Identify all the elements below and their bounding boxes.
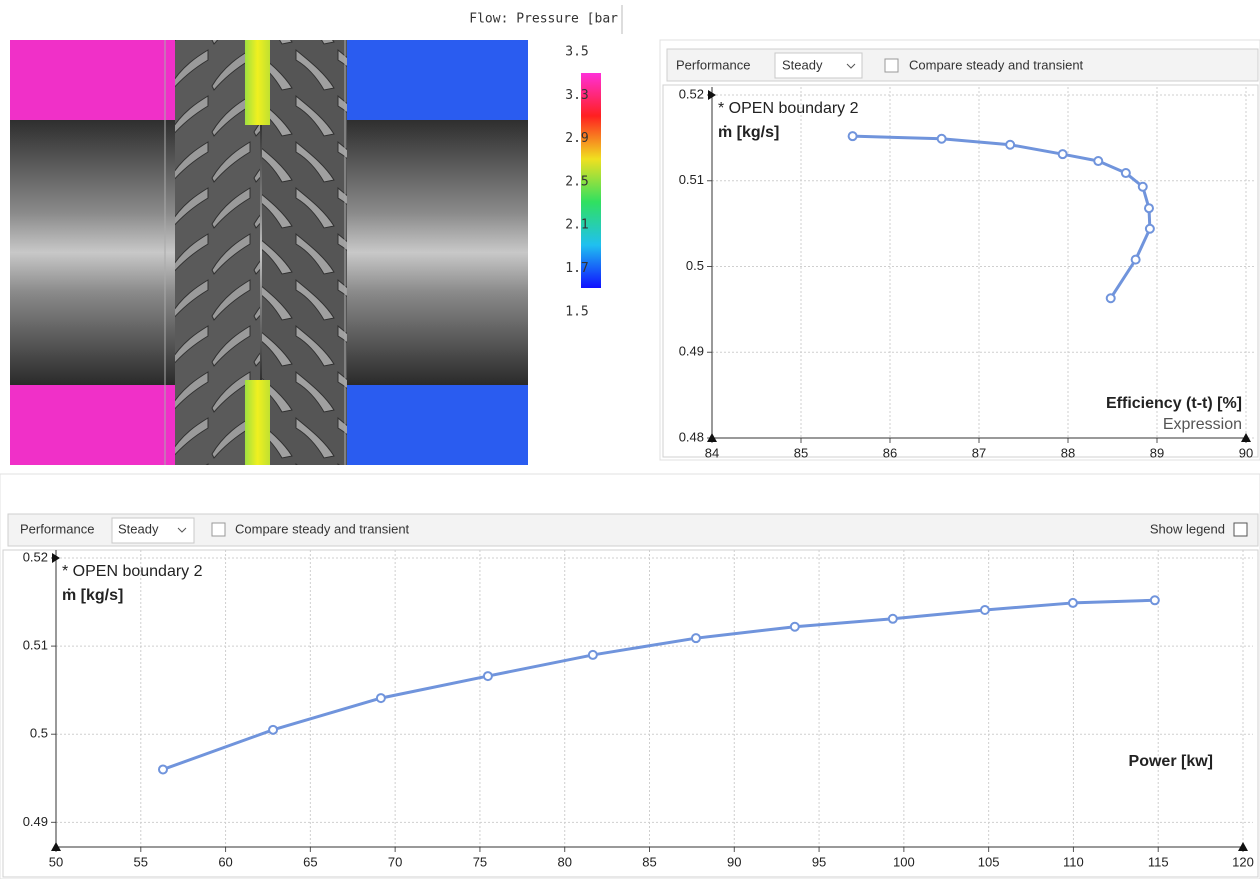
data-point [889,615,897,623]
y-subtitle: * OPEN boundary 2 [718,100,859,117]
mode-value: Steady [782,57,823,72]
render-title: Flow: Pressure [bar [469,12,618,27]
data-point [981,606,989,614]
compare-checkbox[interactable] [885,59,898,72]
plot-area [3,550,1258,877]
x-tick-label: 60 [218,854,232,869]
data-point [1069,599,1077,607]
legend-label: Show legend [1150,521,1225,536]
mode-value: Steady [118,521,159,536]
x-tick-label: 84 [705,445,719,460]
x-tick-label: 110 [1063,854,1084,869]
data-point [1094,157,1102,165]
y-axis-label: ṁ [kg/s] [62,587,123,604]
x-axis-label: Efficiency (t-t) [%] [1106,395,1242,412]
colorbar-label: 1.7 [565,261,588,276]
colorbar-label: 3.5 [565,45,588,60]
data-point [1139,183,1147,191]
x-tick-label: 75 [473,854,487,869]
y-tick-label: 0.51 [23,638,48,653]
colorbar-label: 2.9 [565,131,588,146]
data-point [1059,150,1067,158]
data-point [1145,204,1153,212]
toolbar-label: Performance [20,521,94,536]
cfd-render [10,40,528,465]
data-point [692,634,700,642]
y-tick-label: 0.49 [679,344,704,359]
y-tick-label: 0.5 [30,726,48,741]
toolbar-label: Performance [676,57,750,72]
x-axis-note: Expression [1163,416,1242,433]
x-tick-label: 55 [134,854,148,869]
data-point [1006,141,1014,149]
colorbar-label: 1.5 [565,304,588,319]
x-tick-label: 100 [893,854,915,869]
data-point [484,672,492,680]
data-point [589,651,597,659]
compare-checkbox[interactable] [212,523,225,536]
compare-label: Compare steady and transient [909,57,1084,72]
data-point [1132,256,1140,264]
x-axis-label: Power [kw] [1129,753,1213,770]
x-tick-label: 115 [1148,854,1169,869]
y-subtitle: * OPEN boundary 2 [62,563,203,580]
x-tick-label: 95 [812,854,826,869]
page: Flow: Pressure [bar Performance Steady C… [0,0,1260,879]
x-tick-label: 120 [1232,854,1254,869]
x-tick-label: 85 [642,854,656,869]
y-tick-label: 0.52 [23,549,48,564]
y-tick-label: 0.52 [679,86,704,101]
colorbar-label: 3.3 [565,88,588,103]
y-tick-label: 0.48 [679,429,704,444]
data-point [1151,596,1159,604]
colorbar-label: 2.5 [565,174,588,189]
data-point [938,135,946,143]
data-point [1122,169,1130,177]
data-point [377,694,385,702]
data-point [159,765,167,773]
x-tick-label: 90 [1239,445,1253,460]
colorbar-label: 2.1 [565,218,588,233]
x-tick-label: 80 [557,854,571,869]
compare-label: Compare steady and transient [235,521,410,536]
x-tick-label: 50 [49,854,63,869]
legend-checkbox[interactable] [1234,523,1247,536]
data-point [791,623,799,631]
x-tick-label: 87 [972,445,986,460]
x-tick-label: 90 [727,854,741,869]
x-tick-label: 85 [794,445,808,460]
y-tick-label: 0.51 [679,172,704,187]
data-point [849,132,857,140]
x-tick-label: 70 [388,854,402,869]
x-tick-label: 65 [303,854,317,869]
data-point [269,726,277,734]
toolbar [8,514,1258,546]
x-tick-label: 105 [978,854,1000,869]
y-tick-label: 0.49 [23,814,48,829]
x-tick-label: 88 [1061,445,1075,460]
y-tick-label: 0.5 [686,258,704,273]
x-tick-label: 86 [883,445,897,460]
data-point [1146,225,1154,233]
data-point [1107,294,1115,302]
y-axis-label: ṁ [kg/s] [718,124,779,141]
x-tick-label: 89 [1150,445,1164,460]
